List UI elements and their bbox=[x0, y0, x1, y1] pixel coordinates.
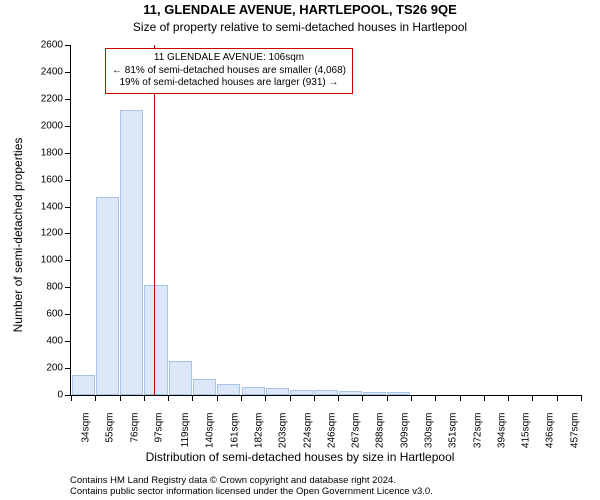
footer-line-2: Contains public sector information licen… bbox=[70, 487, 433, 498]
x-tick bbox=[387, 395, 388, 401]
x-tick bbox=[411, 395, 412, 401]
annotation-line-3: 19% of semi-detached houses are larger (… bbox=[112, 77, 346, 90]
chart-title: 11, GLENDALE AVENUE, HARTLEPOOL, TS26 9Q… bbox=[0, 2, 600, 17]
x-tick-label: 97sqm bbox=[153, 413, 164, 443]
x-tick bbox=[144, 395, 145, 401]
histogram-bar bbox=[266, 388, 289, 395]
x-tick-label: 309sqm bbox=[399, 413, 410, 449]
histogram-bar bbox=[290, 390, 313, 395]
x-tick bbox=[314, 395, 315, 401]
x-tick bbox=[71, 395, 72, 401]
x-tick bbox=[192, 395, 193, 401]
x-tick-label: 394sqm bbox=[496, 413, 507, 449]
x-tick bbox=[532, 395, 533, 401]
y-tick-label: 2000 bbox=[41, 120, 71, 131]
histogram-bar bbox=[169, 361, 192, 395]
y-tick-label: 1200 bbox=[41, 228, 71, 239]
x-tick-label: 436sqm bbox=[545, 413, 556, 449]
x-tick-label: 267sqm bbox=[350, 413, 361, 449]
x-tick-label: 330sqm bbox=[423, 413, 434, 449]
x-tick-label: 246sqm bbox=[326, 413, 337, 449]
x-tick bbox=[168, 395, 169, 401]
x-tick-label: 76sqm bbox=[129, 413, 140, 443]
annotation-line-2: ← 81% of semi-detached houses are smalle… bbox=[112, 65, 346, 78]
annotation-box: 11 GLENDALE AVENUE: 106sqm ← 81% of semi… bbox=[105, 48, 353, 94]
x-tick bbox=[241, 395, 242, 401]
x-tick-label: 224sqm bbox=[302, 413, 313, 449]
x-tick-label: 415sqm bbox=[520, 413, 531, 449]
histogram-bar bbox=[120, 110, 143, 395]
x-tick-label: 161sqm bbox=[229, 413, 240, 449]
y-tick-label: 800 bbox=[46, 282, 71, 293]
x-tick-label: 119sqm bbox=[180, 413, 191, 448]
y-tick-label: 2600 bbox=[41, 40, 71, 51]
x-tick bbox=[338, 395, 339, 401]
x-tick bbox=[265, 395, 266, 401]
y-tick-label: 1000 bbox=[41, 255, 71, 266]
y-axis-label: Number of semi-detached properties bbox=[11, 95, 25, 375]
histogram-bar bbox=[387, 392, 410, 395]
x-tick bbox=[557, 395, 558, 401]
plot-area: 0200400600800100012001400160018002000220… bbox=[70, 45, 581, 396]
x-tick-label: 372sqm bbox=[472, 413, 483, 449]
y-tick-label: 1400 bbox=[41, 201, 71, 212]
y-tick-label: 0 bbox=[57, 390, 71, 401]
y-tick-label: 400 bbox=[46, 336, 71, 347]
reference-line bbox=[154, 45, 155, 395]
y-tick-label: 1600 bbox=[41, 174, 71, 185]
footer-attribution: Contains HM Land Registry data © Crown c… bbox=[70, 476, 433, 498]
x-tick bbox=[581, 395, 582, 401]
histogram-bar bbox=[314, 390, 337, 395]
x-tick-label: 55sqm bbox=[105, 413, 116, 443]
x-tick bbox=[290, 395, 291, 401]
y-tick-label: 1800 bbox=[41, 147, 71, 158]
histogram-bar bbox=[144, 285, 167, 395]
x-tick bbox=[95, 395, 96, 401]
x-tick bbox=[120, 395, 121, 401]
y-tick-label: 200 bbox=[46, 363, 71, 374]
x-tick bbox=[362, 395, 363, 401]
y-tick-label: 2400 bbox=[41, 66, 71, 77]
x-tick-label: 351sqm bbox=[448, 413, 459, 449]
x-tick bbox=[484, 395, 485, 401]
annotation-line-1: 11 GLENDALE AVENUE: 106sqm bbox=[112, 52, 346, 65]
x-tick-label: 457sqm bbox=[569, 413, 580, 449]
x-tick bbox=[508, 395, 509, 401]
x-tick bbox=[217, 395, 218, 401]
x-tick-label: 182sqm bbox=[253, 413, 264, 449]
x-tick-label: 288sqm bbox=[375, 413, 386, 449]
y-tick-label: 2200 bbox=[41, 93, 71, 104]
histogram-bar bbox=[96, 197, 119, 395]
histogram-bar bbox=[193, 379, 216, 395]
histogram-bar bbox=[242, 387, 265, 395]
y-tick-label: 600 bbox=[46, 309, 71, 320]
histogram-bar bbox=[339, 391, 362, 395]
histogram-bar bbox=[363, 392, 386, 395]
x-tick-label: 203sqm bbox=[278, 413, 289, 449]
x-axis-label: Distribution of semi-detached houses by … bbox=[0, 450, 600, 464]
x-tick bbox=[435, 395, 436, 401]
histogram-bar bbox=[72, 375, 95, 395]
histogram-bar bbox=[217, 384, 240, 395]
x-tick bbox=[460, 395, 461, 401]
x-tick-label: 34sqm bbox=[81, 413, 92, 443]
x-tick-label: 140sqm bbox=[205, 413, 216, 449]
chart-subtitle: Size of property relative to semi-detach… bbox=[0, 20, 600, 34]
